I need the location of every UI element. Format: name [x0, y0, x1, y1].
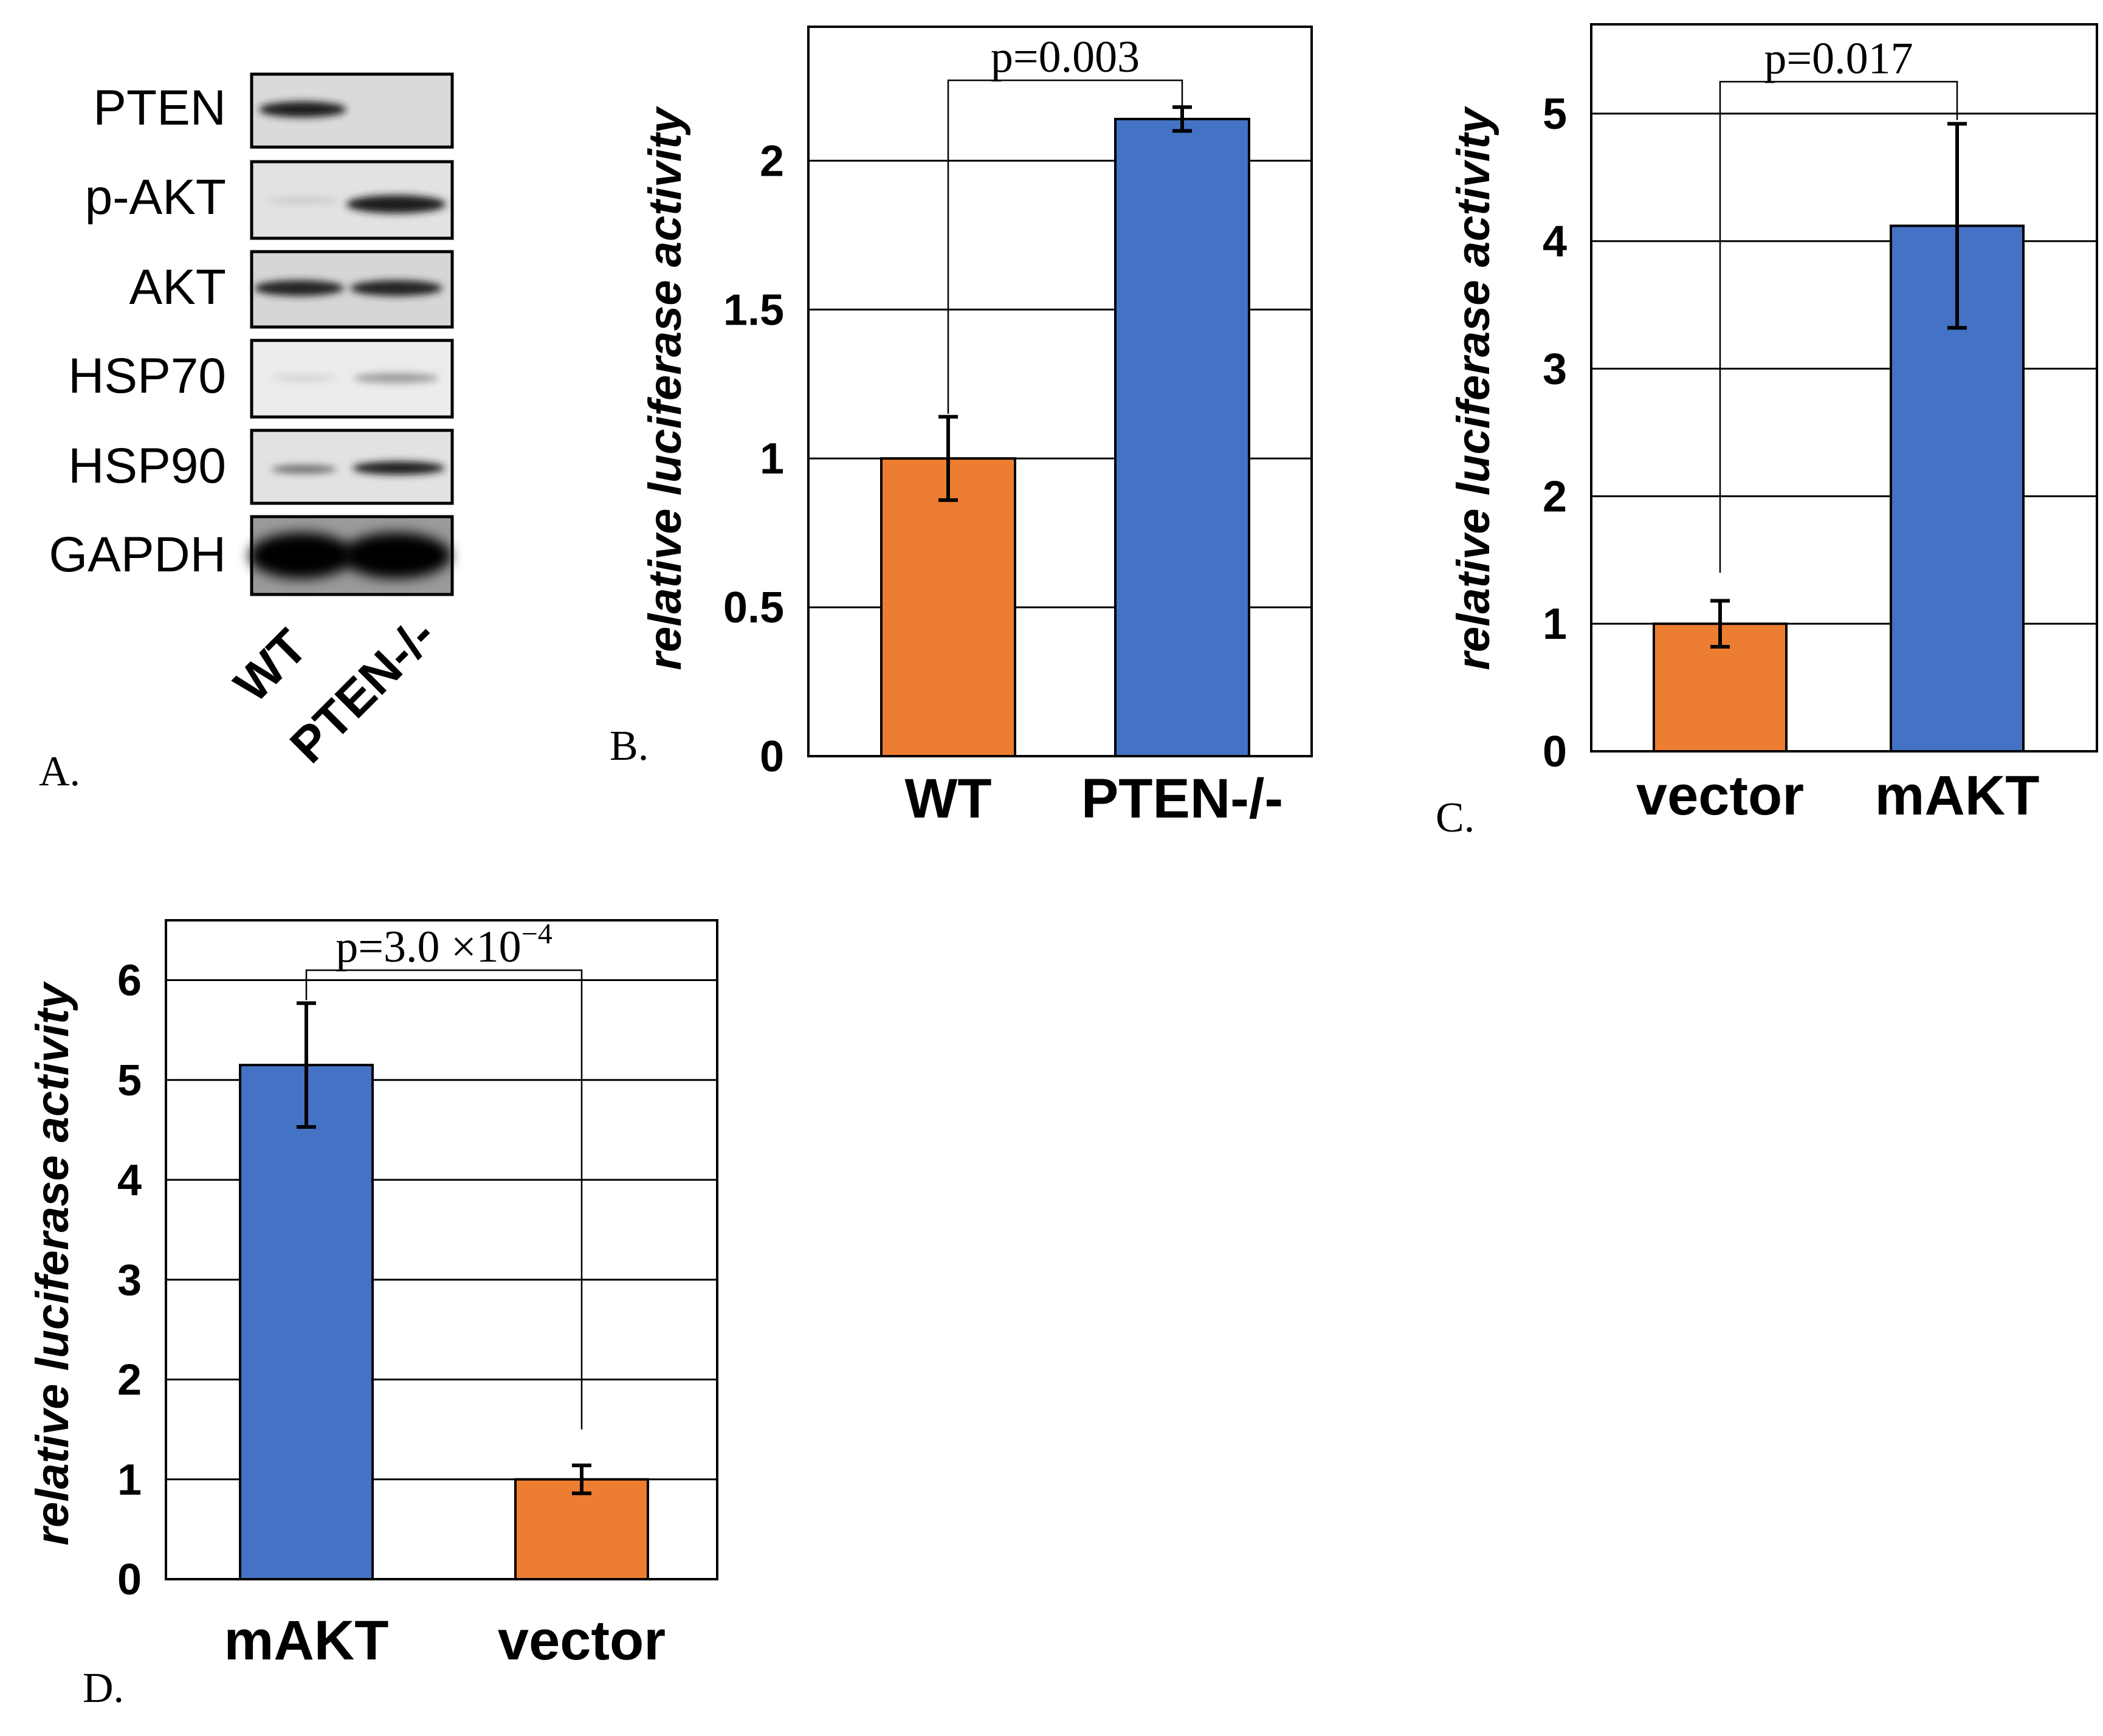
- western-blot-panel: PTEN p-AKT AKT HSP70 HSP90 GAPDH WT PTEN…: [39, 72, 454, 795]
- y-tick-label: 4: [117, 1156, 142, 1205]
- significance-bracket: [305, 969, 583, 1430]
- panel-label: B.: [610, 723, 649, 770]
- y-axis-label: relative luciferase activity: [27, 981, 78, 1546]
- blot-row-label-hsp70: HSP70: [68, 348, 226, 404]
- blot-lane-label-pten-null: PTEN-/-: [280, 607, 446, 774]
- band-p-akt-pten-null: [346, 195, 446, 213]
- chart-panel-d: 0 1 2 3 4 5 6 mAKT vector p=3.0 ×10−4 relative luc…: [27, 918, 718, 1712]
- y-tick-label: 5: [117, 1056, 142, 1105]
- y-tick-label: 1.5: [723, 286, 784, 334]
- panel-label: D.: [83, 1665, 124, 1712]
- chart-panel-b: 0 0.5 1 1.5 2 WT PTEN-/- p=0.003 relative lucife…: [610, 26, 1313, 830]
- band-hsp90-wt: [271, 465, 337, 474]
- y-tick-label: 0: [1543, 728, 1567, 776]
- blot-lane-label-wt: WT: [224, 619, 317, 712]
- x-category-label: mAKT: [1875, 765, 2040, 827]
- y-axis-label: relative luciferase activity: [639, 106, 691, 670]
- band-gapdh-wt: [249, 532, 354, 579]
- significance-bracket: [947, 79, 1183, 414]
- plot-frame: [807, 26, 1313, 757]
- plot-frame: [165, 919, 718, 1580]
- bar: [239, 1064, 374, 1580]
- band-pten-wt: [259, 102, 346, 117]
- y-tick-label: 2: [760, 137, 784, 185]
- y-tick-label: 1: [117, 1456, 142, 1504]
- bar: [1114, 117, 1250, 757]
- y-tick-label: 1: [760, 435, 784, 483]
- x-category-label: vector: [1636, 765, 1804, 827]
- y-tick-label: 1: [1543, 600, 1567, 649]
- panel-label-a: A.: [39, 748, 80, 795]
- plot-frame: [1590, 23, 2098, 753]
- y-tick-label: 0.5: [723, 584, 784, 632]
- x-category-label: PTEN-/-: [1081, 768, 1283, 830]
- blot-row-label-akt: AKT: [129, 260, 226, 315]
- band-hsp70-pten-null: [354, 373, 439, 383]
- p-value-label: p=3.0 ×10−4: [336, 918, 552, 972]
- p-value-label: p=0.017: [1764, 33, 1913, 83]
- band-p-akt-wt: [266, 198, 339, 204]
- y-axis-label: relative luciferase activity: [1448, 106, 1499, 670]
- bar: [514, 1478, 649, 1580]
- p-value-label: p=0.003: [991, 32, 1140, 82]
- band-akt-wt: [254, 280, 344, 296]
- y-tick-label: 6: [117, 957, 142, 1005]
- y-tick-label: 4: [1543, 218, 1567, 266]
- chart-panel-c: 0 1 2 3 4 5 vector mAKT p=0.017 relative lucifera…: [1436, 23, 2098, 841]
- band-hsp90-pten-null: [353, 461, 445, 475]
- panel-label: C.: [1436, 794, 1475, 841]
- blot-row-label-pten: PTEN: [93, 80, 226, 136]
- blot-row-label-hsp90: HSP90: [68, 438, 226, 494]
- bar: [880, 457, 1016, 758]
- x-category-label: vector: [498, 1610, 666, 1672]
- y-tick-label: 5: [1543, 90, 1567, 139]
- y-tick-label: 3: [117, 1256, 142, 1304]
- y-tick-label: 2: [1543, 472, 1567, 521]
- band-hsp70-wt: [271, 375, 337, 381]
- y-tick-label: 2: [117, 1356, 142, 1405]
- p-value-exponent: −4: [521, 918, 552, 950]
- band-akt-pten-null: [350, 280, 442, 296]
- blot-row-label-gapdh: GAPDH: [49, 527, 226, 582]
- significance-bracket: [1719, 81, 1958, 573]
- band-gapdh-pten-null: [342, 532, 451, 579]
- x-category-label: WT: [904, 768, 991, 830]
- y-tick-label: 0: [117, 1555, 142, 1604]
- y-tick-label: 3: [1543, 345, 1567, 394]
- y-tick-label: 0: [760, 732, 784, 781]
- x-category-label: mAKT: [224, 1610, 389, 1672]
- blot-row-label-p-akt: p-AKT: [85, 170, 226, 225]
